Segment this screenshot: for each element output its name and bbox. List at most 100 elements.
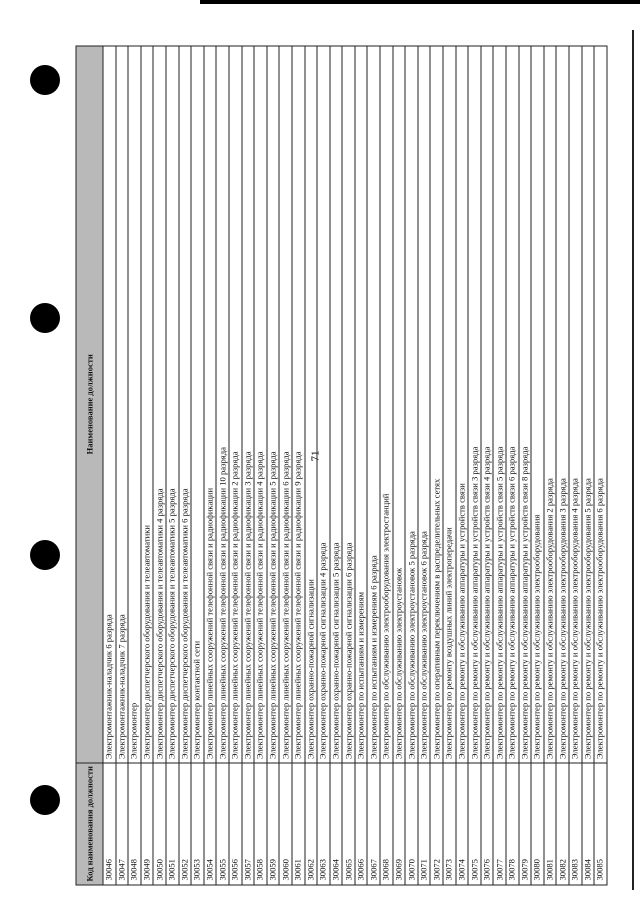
table-header-row: Код наименования должности Наименование … [75,45,103,885]
table-row: 30055 Электромонтер линейных сооружений т… [215,45,229,885]
row-name: Электромонтер линейных сооружений телефо… [278,45,292,763]
row-code: 30073 [442,762,456,885]
table-row: 30053 Электромонтер контактной сети [190,45,204,885]
row-name: Электромонтер по испытаниям и измерениям… [366,45,380,763]
row-name: Электромонтер по ремонту и обслуживанию … [581,45,594,763]
table-row: 30056 Электромонтер линейных сооружений т… [228,45,242,885]
table-row: 30052 Электромонтер диспетчерского оборуд… [178,45,191,885]
row-code: 30076 [480,762,493,885]
table-row: 30064 Электромонтер охранно-пожарной сигн… [329,45,342,885]
row-name: Электромонтер по ремонту и обслуживанию … [492,45,506,763]
row-code: 30065 [341,762,355,885]
table-row: 30070 Электромонтер по обслуживанию элект… [404,45,418,885]
row-name: Электромонтер охранно-пожарной сигнализа… [304,45,317,763]
row-code: 30062 [304,762,317,885]
row-name: Электромонтер по ремонту и обслуживанию … [467,45,481,763]
row-name: Электромонтер по обслуживанию электроуст… [404,45,418,763]
row-name: Электромонтер по обслуживанию электроуст… [392,45,405,763]
row-code: 30047 [115,762,128,885]
row-code: 30084 [581,762,594,885]
table-row: 30073 Электромонтер по ремонту воздушных … [442,45,456,885]
row-name: Электромонтер охранно-пожарной сигнализа… [329,45,342,763]
row-code: 30069 [392,762,405,885]
row-code: 30068 [379,762,393,885]
row-name: Электромонтажник-наладчик 6 разряда [102,45,116,763]
table-row: 30083 Электромонтер по ремонту и обслужив… [568,45,582,885]
row-code: 30058 [253,762,267,885]
row-code: 30079 [518,762,531,885]
row-code: 30081 [543,762,556,885]
table-row: 30048 Электромонтер [127,45,141,885]
table-row: 30076 Электромонтер по ремонту и обслужив… [480,45,493,885]
row-name: Электромонтер диспетчерского оборудовани… [178,45,191,763]
table-row: 30065 Электромонтер охранно-пожарной сигн… [341,45,355,885]
table-row: 30078 Электромонтер по ремонту и обслужив… [505,45,519,885]
row-code: 30077 [492,762,506,885]
row-code: 30057 [241,762,254,885]
row-name: Электромонтажник-наладчик 7 разряда [115,45,128,763]
punch-hole [30,65,60,95]
table-row: 30074 Электромонтер по ремонту и обслужив… [455,45,468,885]
row-code: 30053 [190,762,204,885]
row-code: 30048 [127,762,141,885]
table-row: 30058 Электромонтер линейных сооружений т… [253,45,267,885]
table-row: 30062 Электромонтер охранно-пожарной сигн… [304,45,317,885]
row-code: 30059 [266,762,279,885]
row-name: Электромонтер диспетчерского оборудовани… [165,45,179,763]
table-row: 30063 Электромонтер охранно-пожарной сигн… [316,45,330,885]
row-code: 30083 [568,762,582,885]
punch-hole [30,303,60,333]
row-name: Электромонтер контактной сети [190,45,204,763]
row-name: Электромонтер линейных сооружений телефо… [203,45,216,763]
row-code: 30082 [555,762,569,885]
row-name: Электромонтер по ремонту и обслуживанию … [543,45,556,763]
row-code: 30055 [215,762,229,885]
row-name: Электромонтер по ремонту и обслуживанию … [568,45,582,763]
positions-table: Код наименования должности Наименование … [75,45,608,885]
table-row: 30066 Электромонтер по испытаниям и измер… [354,45,367,885]
row-name: Электромонтер линейных сооружений телефо… [241,45,254,763]
row-code: 30070 [404,762,418,885]
row-code: 30052 [178,762,191,885]
table-row: 30050 Электромонтер диспетчерского оборуд… [152,45,166,885]
scan-border-right [632,30,634,890]
punch-hole [30,785,60,815]
table-row: 30068 Электромонтер по обслуживанию элект… [379,45,393,885]
row-name: Электромонтер линейных сооружений телефо… [228,45,242,763]
row-name: Электромонтер [127,45,141,763]
row-name: Электромонтер охранно-пожарной сигнализа… [316,45,330,763]
row-code: 30071 [417,762,430,885]
row-code: 30085 [593,762,607,885]
table-row: 30059 Электромонтер линейных сооружений т… [266,45,279,885]
row-name: Электромонтер по обслуживанию электроуст… [417,45,430,763]
row-name: Электромонтер по ремонту и обслуживанию … [555,45,569,763]
table-row: 30081 Электромонтер по ремонту и обслужив… [543,45,556,885]
table-row: 30075 Электромонтер по ремонту и обслужив… [467,45,481,885]
row-name: Электромонтер по ремонту и обслуживанию … [480,45,493,763]
row-code: 30075 [467,762,481,885]
table-row: 30079 Электромонтер по ремонту и обслужив… [518,45,531,885]
row-name: Электромонтер по ремонту и обслуживанию … [530,45,544,763]
table-row: 30049 Электромонтер диспетчерского оборуд… [140,45,153,885]
row-name: Электромонтер по оперативным переключени… [429,45,443,763]
row-code: 30054 [203,762,216,885]
row-code: 30066 [354,762,367,885]
table-row: 30080 Электромонтер по ремонту и обслужив… [530,45,544,885]
row-code: 30080 [530,762,544,885]
table-row: 30061 Электромонтер линейных сооружений т… [291,45,304,885]
row-code: 30051 [165,762,179,885]
row-code: 30061 [291,762,304,885]
table-row: 30060 Электромонтер линейных сооружений т… [278,45,292,885]
row-code: 30072 [429,762,443,885]
table-row: 30054 Электромонтер линейных сооружений т… [203,45,216,885]
table-row: 30072 Электромонтер по оперативным перекл… [429,45,443,885]
punch-hole [30,540,60,570]
row-name: Электромонтер по ремонту и обслуживанию … [455,45,468,763]
row-name: Электромонтер по обслуживанию электрообо… [379,45,393,763]
row-name: Электромонтер охранно-пожарной сигнализа… [341,45,355,763]
table-row: 30067 Электромонтер по испытаниям и измер… [366,45,380,885]
row-code: 30050 [152,762,166,885]
row-code: 30074 [455,762,468,885]
row-name: Электромонтер линейных сооружений телефо… [253,45,267,763]
table-row: 30077 Электромонтер по ремонту и обслужив… [492,45,506,885]
